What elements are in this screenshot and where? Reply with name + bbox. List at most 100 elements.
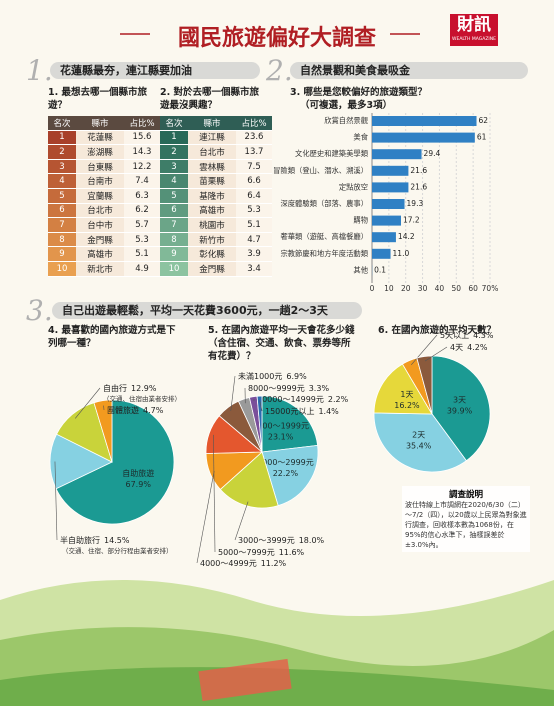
share-cell: 6.4 bbox=[236, 188, 272, 204]
table: 名次 縣市 占比% 1 連江縣 23.6 2 台北市 13.7 3 雲林縣 7.5 4 苗栗縣 6.6 5 基隆… bbox=[160, 116, 272, 277]
slice-label: 自由行 12.9% bbox=[103, 383, 157, 393]
question: 5. 在國內旅遊平均一天會花多少錢（含住宿、交通、飲食、票券等所有花費）？ bbox=[208, 325, 355, 362]
value-label: 14.2 bbox=[398, 232, 415, 241]
slice-value: 23.1% bbox=[268, 433, 294, 442]
county-cell: 花蓮縣 bbox=[76, 130, 124, 146]
bar bbox=[372, 149, 422, 160]
rank-cell: 7 bbox=[48, 217, 76, 233]
county-cell: 新北市 bbox=[76, 261, 124, 277]
category-label: 欣賞自然景觀 bbox=[324, 116, 368, 125]
slice-name: 2000～2999元 bbox=[257, 458, 314, 467]
county-cell: 台東縣 bbox=[76, 159, 124, 175]
slice-name: 3000～3999元 bbox=[238, 536, 295, 545]
row: 3 台東縣 12.2 bbox=[48, 159, 160, 175]
slice-label: 未滿1000元 6.9% bbox=[238, 371, 307, 381]
value-label: 21.6 bbox=[410, 166, 427, 175]
header-row: 名次 縣市 占比% bbox=[48, 116, 160, 131]
share-cell: 23.6 bbox=[236, 130, 272, 146]
annotation: （交通、住宿、部分行程由業者安排） bbox=[62, 546, 173, 555]
rank-cell: 10 bbox=[48, 261, 76, 277]
rank-cell: 8 bbox=[48, 232, 76, 248]
rank-cell: 2 bbox=[160, 144, 188, 160]
ranking-table: 名次 縣市 占比% 1 花蓮縣 15.6 2 澎湖縣 14.3 3 台東縣 12.2 4 台南市 7.4 5 宜… bbox=[48, 116, 160, 277]
share-cell: 5.3 bbox=[236, 203, 272, 219]
question: 3. 哪些是您較偏好的旅遊類型？ （可複選，最多3項） bbox=[290, 86, 520, 112]
share-cell: 12.2 bbox=[124, 159, 160, 175]
slice-value: 11.6% bbox=[279, 548, 305, 557]
county-cell: 台南市 bbox=[76, 173, 124, 189]
county-cell: 基隆市 bbox=[188, 188, 236, 204]
value-label: 19.3 bbox=[407, 199, 424, 208]
row: 6 台北市 6.2 bbox=[48, 203, 160, 219]
county-cell: 桃園市 bbox=[188, 217, 236, 233]
row: 5 基隆市 6.4 bbox=[160, 188, 272, 204]
share-cell: 5.1 bbox=[236, 217, 272, 233]
slice-name: 未滿1000元 bbox=[238, 371, 282, 381]
note-text: 波仕特線上市調網在2020/6/30（二）～7/2（四），以20歲以上民眾為對象… bbox=[405, 501, 527, 549]
value-label: 21.6 bbox=[410, 182, 427, 191]
slice-value: 1.4% bbox=[318, 407, 339, 416]
x-tick-label: 50 bbox=[452, 284, 462, 293]
header-cell: 名次 bbox=[48, 116, 76, 131]
share-cell: 5.3 bbox=[124, 232, 160, 248]
rank-cell: 1 bbox=[48, 130, 76, 146]
row: 4 苗栗縣 6.6 bbox=[160, 173, 272, 189]
share-cell: 6.2 bbox=[124, 203, 160, 219]
pie-slice bbox=[93, 399, 113, 463]
rank-cell: 6 bbox=[48, 203, 76, 219]
row: 1 花蓮縣 15.6 bbox=[48, 130, 160, 146]
rank-cell: 4 bbox=[160, 173, 188, 189]
section-title: 自然景觀和美食最吸金 bbox=[290, 62, 528, 79]
slice-label: 半自助旅行 14.5% bbox=[60, 535, 130, 545]
rank-cell: 6 bbox=[160, 203, 188, 219]
logo-text: 財訊 bbox=[457, 15, 491, 35]
slice-value: 2.2% bbox=[328, 395, 349, 404]
rank-cell: 7 bbox=[160, 217, 188, 233]
value-label: 62 bbox=[479, 116, 489, 125]
rank-cell: 5 bbox=[160, 188, 188, 204]
row: 2 澎湖縣 14.3 bbox=[48, 144, 160, 160]
ranking-table: 名次 縣市 占比% 1 連江縣 23.6 2 台北市 13.7 3 雲林縣 7.5 4 苗栗縣 6.6 5 基隆… bbox=[160, 116, 272, 277]
rank-cell: 3 bbox=[48, 159, 76, 175]
category-label: 深度體驗類（部落、農事） bbox=[280, 199, 368, 208]
slice-name: 5天以上 bbox=[440, 331, 469, 340]
rank-cell: 3 bbox=[160, 159, 188, 175]
pie-slice bbox=[256, 395, 263, 453]
slice-label: 5天以上 4.3% bbox=[440, 331, 494, 340]
county-cell: 高雄市 bbox=[188, 203, 236, 219]
county-cell: 金門縣 bbox=[188, 261, 236, 277]
share-cell: 7.5 bbox=[236, 159, 272, 175]
slice-value: 3.3% bbox=[309, 384, 330, 393]
share-cell: 3.4 bbox=[236, 261, 272, 277]
section-number: 3. bbox=[26, 294, 53, 327]
header-cell: 占比% bbox=[236, 116, 272, 131]
slice-label: 5000～7999元 11.6% bbox=[218, 548, 305, 557]
share-cell: 3.9 bbox=[236, 246, 272, 262]
slice-value: 4.2% bbox=[467, 343, 488, 352]
bar bbox=[372, 232, 396, 243]
leader-line bbox=[54, 461, 58, 541]
county-cell: 澎湖縣 bbox=[76, 144, 124, 160]
row: 2 台北市 13.7 bbox=[160, 144, 272, 160]
category-label: 美食 bbox=[353, 133, 368, 142]
value-label: 0.1 bbox=[374, 265, 386, 274]
county-cell: 宜蘭縣 bbox=[76, 188, 124, 204]
category-label: 其他 bbox=[353, 265, 368, 274]
x-tick-label: 60 bbox=[468, 284, 478, 293]
share-cell: 14.3 bbox=[124, 144, 160, 160]
bar bbox=[372, 248, 391, 259]
x-tick-label: 70% bbox=[482, 284, 499, 293]
slice-label: 4000～4999元 11.2% bbox=[200, 559, 287, 568]
logo: 財訊 WEALTH MAGAZINE bbox=[450, 14, 498, 46]
slice-name: 自由行 bbox=[103, 383, 127, 393]
logo-subtext: WEALTH MAGAZINE bbox=[452, 37, 496, 42]
row: 9 彰化縣 3.9 bbox=[160, 246, 272, 262]
section-number: 1. bbox=[26, 54, 53, 87]
row: 3 雲林縣 7.5 bbox=[160, 159, 272, 175]
question: 2. 對於去哪一個縣市旅遊最沒興趣？ bbox=[160, 87, 260, 111]
share-cell: 7.4 bbox=[124, 173, 160, 189]
slice-name: 3天 bbox=[453, 395, 466, 404]
